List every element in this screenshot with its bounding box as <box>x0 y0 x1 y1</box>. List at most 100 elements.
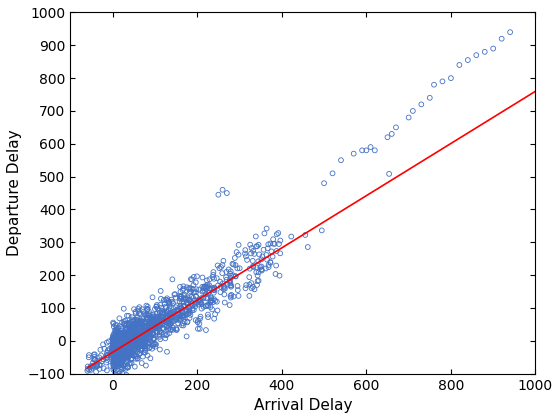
Point <box>138 333 147 340</box>
Point <box>136 336 145 343</box>
Point <box>123 326 132 333</box>
Point <box>210 287 219 294</box>
Point <box>189 282 198 289</box>
Point <box>222 274 231 281</box>
Point <box>132 338 141 345</box>
Point <box>111 336 120 343</box>
Point <box>178 313 187 320</box>
Point <box>140 330 149 336</box>
Point <box>129 335 138 342</box>
Point <box>195 297 204 304</box>
Point <box>125 352 134 358</box>
Point <box>497 35 506 42</box>
Point <box>111 349 120 355</box>
Point <box>148 324 157 331</box>
Point <box>125 349 134 356</box>
Point <box>218 280 227 287</box>
Point <box>262 225 271 232</box>
Point <box>111 346 120 352</box>
Point <box>115 336 124 343</box>
Point <box>166 326 175 333</box>
Point <box>128 344 137 350</box>
Point <box>119 331 128 338</box>
Point <box>160 310 169 317</box>
Point <box>111 343 120 349</box>
Point <box>124 360 133 367</box>
Point <box>223 281 232 288</box>
Point <box>120 350 129 357</box>
Point <box>144 326 153 333</box>
Point <box>221 285 230 292</box>
Point <box>136 324 144 331</box>
Point <box>110 333 119 339</box>
Point <box>119 345 128 352</box>
Point <box>130 321 139 328</box>
Point <box>112 360 121 367</box>
Point <box>210 286 219 292</box>
Point <box>113 341 122 348</box>
Point <box>119 349 128 355</box>
Point <box>132 341 141 348</box>
Point <box>114 338 123 345</box>
Point <box>118 377 127 383</box>
Point <box>110 341 119 348</box>
Point <box>113 339 122 346</box>
Point <box>123 363 132 370</box>
Point <box>255 251 264 258</box>
Point <box>109 346 118 352</box>
Point <box>163 313 172 320</box>
Point <box>264 241 273 248</box>
Point <box>139 328 148 334</box>
Point <box>90 351 99 358</box>
Point <box>124 320 133 327</box>
Point <box>103 352 112 359</box>
Point <box>204 314 213 320</box>
Point <box>115 339 124 346</box>
Point <box>198 274 207 281</box>
Point <box>430 81 438 88</box>
Point <box>119 347 128 354</box>
Point <box>124 353 133 360</box>
Point <box>118 333 127 339</box>
Point <box>136 335 145 342</box>
Point <box>161 332 170 339</box>
Point <box>165 313 174 320</box>
Point <box>108 346 116 353</box>
Point <box>111 349 120 355</box>
Point <box>179 283 188 290</box>
Point <box>104 338 113 345</box>
Point <box>122 341 131 347</box>
Point <box>164 326 172 333</box>
Point <box>247 245 256 252</box>
Point <box>119 305 128 312</box>
Point <box>110 343 119 349</box>
Point <box>128 336 137 342</box>
Point <box>228 272 237 279</box>
Point <box>113 329 122 336</box>
Point <box>133 320 142 327</box>
Point <box>112 346 121 353</box>
Point <box>110 345 119 352</box>
Point <box>129 326 138 332</box>
Point <box>245 265 254 272</box>
Point <box>119 362 128 369</box>
Point <box>304 244 312 250</box>
Point <box>162 297 171 303</box>
Point <box>349 150 358 157</box>
Point <box>149 335 158 341</box>
Point <box>118 336 127 343</box>
Point <box>119 365 128 372</box>
Point <box>172 316 181 323</box>
Point <box>133 346 142 352</box>
Point <box>122 326 130 332</box>
Point <box>186 288 195 295</box>
Point <box>157 317 166 324</box>
Point <box>142 323 151 329</box>
Point <box>145 335 154 342</box>
Point <box>120 331 129 338</box>
Point <box>134 310 143 317</box>
Point <box>125 329 134 336</box>
Point <box>188 276 197 283</box>
Point <box>266 259 275 266</box>
Point <box>120 352 129 359</box>
